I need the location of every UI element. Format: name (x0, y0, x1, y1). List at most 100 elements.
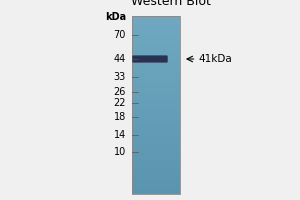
Bar (132, 69, 180, 72)
Text: 41kDa: 41kDa (198, 54, 232, 64)
Bar (132, 68, 180, 70)
Bar (132, 162, 180, 164)
Bar (132, 50, 180, 52)
Bar (132, 71, 180, 73)
Bar (132, 98, 180, 100)
Bar (132, 166, 180, 168)
Bar (132, 182, 180, 184)
Bar (132, 116, 180, 118)
Bar (132, 64, 180, 66)
Bar (132, 80, 180, 82)
Bar (132, 164, 180, 166)
Bar (132, 21, 180, 24)
Text: 22: 22 (113, 98, 126, 108)
Bar (132, 53, 180, 56)
Bar (132, 160, 180, 162)
Bar (132, 158, 180, 161)
Bar (132, 57, 180, 59)
Bar (132, 171, 180, 173)
Bar (132, 78, 180, 80)
Bar (132, 150, 180, 152)
Text: 10: 10 (114, 147, 126, 157)
Bar (132, 48, 180, 50)
Bar (132, 60, 180, 63)
Bar (132, 133, 180, 136)
Bar (132, 52, 180, 54)
Bar (132, 114, 180, 116)
Bar (132, 126, 180, 129)
Bar (132, 34, 180, 36)
Bar (132, 187, 180, 189)
Bar (132, 20, 180, 22)
Bar (132, 32, 180, 34)
Bar (132, 128, 180, 130)
Bar (132, 117, 180, 120)
Bar (132, 178, 180, 180)
Bar (132, 189, 180, 191)
Bar (132, 109, 180, 111)
Bar (132, 89, 180, 91)
Bar (132, 123, 180, 125)
Bar (132, 82, 180, 84)
Bar (132, 148, 180, 150)
Bar (132, 73, 180, 75)
Bar (132, 16, 180, 18)
Bar (132, 84, 180, 86)
Bar (132, 167, 180, 169)
Bar (132, 36, 180, 38)
Bar (132, 125, 180, 127)
Text: 44: 44 (114, 54, 126, 64)
FancyBboxPatch shape (132, 55, 168, 63)
Text: 70: 70 (114, 30, 126, 40)
Bar (132, 176, 180, 178)
Bar (132, 27, 180, 29)
Bar (132, 25, 180, 27)
Bar (132, 103, 180, 105)
Bar (132, 146, 180, 148)
Bar (132, 173, 180, 175)
Bar (132, 18, 180, 20)
Bar (132, 75, 180, 77)
Bar (132, 43, 180, 45)
Bar (132, 121, 180, 123)
Bar (132, 174, 180, 177)
Bar (132, 93, 180, 95)
Bar (132, 77, 180, 79)
Bar (132, 101, 180, 104)
Bar (132, 132, 180, 134)
Text: 33: 33 (114, 72, 126, 82)
Text: Western Blot: Western Blot (131, 0, 211, 8)
Bar (132, 39, 180, 41)
Bar (132, 16, 180, 194)
Bar (132, 185, 180, 187)
Bar (132, 155, 180, 157)
Bar (132, 130, 180, 132)
Bar (132, 46, 180, 48)
Bar (132, 59, 180, 61)
Bar (132, 169, 180, 171)
Bar (132, 139, 180, 141)
Bar (132, 55, 180, 57)
Bar (132, 192, 180, 194)
Bar (132, 142, 180, 145)
Bar (132, 153, 180, 155)
Bar (132, 137, 180, 139)
Bar (132, 183, 180, 185)
Bar (132, 94, 180, 97)
Bar (132, 62, 180, 64)
Bar (132, 151, 180, 153)
Bar (132, 96, 180, 98)
Bar (132, 28, 180, 31)
Text: 26: 26 (114, 87, 126, 97)
Bar (132, 107, 180, 109)
Bar (132, 37, 180, 40)
Bar (132, 119, 180, 121)
Bar (132, 135, 180, 137)
Bar (132, 144, 180, 146)
Bar (132, 44, 180, 47)
Text: 14: 14 (114, 130, 126, 140)
Bar (132, 23, 180, 25)
Bar (132, 180, 180, 182)
Bar (132, 110, 180, 113)
Bar (132, 141, 180, 143)
